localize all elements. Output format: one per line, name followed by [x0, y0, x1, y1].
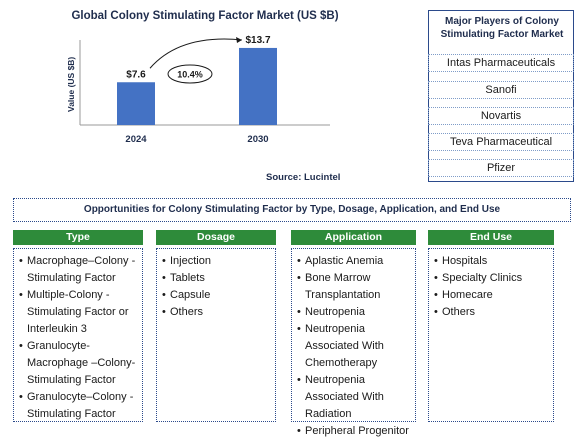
list-item: Injection — [162, 253, 271, 270]
player-item: Sanofi — [428, 81, 574, 99]
x-tick-label: 2024 — [125, 134, 147, 145]
x-tick-label: 2030 — [247, 134, 268, 145]
player-item: Novartis — [428, 107, 574, 125]
list-item: Macrophage–Colony -Stimulating Factor — [19, 253, 138, 287]
players-title: Major Players of Colony Stimulating Fact… — [440, 16, 564, 40]
opportunities-title: Opportunities for Colony Stimulating Fac… — [13, 198, 571, 222]
list-item: Tablets — [162, 270, 271, 287]
list-item: Neutropenia Associated With Chemotherapy — [297, 321, 411, 372]
cagr-ellipse — [167, 64, 213, 84]
list-item: Aplastic Anemia — [297, 253, 411, 270]
end-use-list: Hospitals Specialty Clinics Homecare Oth… — [428, 248, 554, 422]
list-item: Peripheral Progenitor Cell Transplantati… — [297, 423, 411, 438]
column-header-application: Application — [291, 230, 416, 245]
player-item: Teva Pharmaceutical — [428, 133, 574, 151]
market-chart: Global Colony Stimulating Factor Market … — [0, 0, 410, 190]
bar-2024 — [117, 82, 155, 125]
list-item: Neutropenia — [297, 304, 411, 321]
list-item: Multiple-Colony -Stimulating Factor or I… — [19, 287, 138, 338]
column-header-type: Type — [13, 230, 143, 245]
list-item: Capsule — [162, 287, 271, 304]
column-header-dosage: Dosage — [156, 230, 276, 245]
cagr-annotation: 10.4% — [149, 36, 243, 84]
cagr-arrow — [149, 38, 243, 69]
value-label: $13.7 — [245, 35, 270, 46]
type-list: Macrophage–Colony -Stimulating Factor Mu… — [13, 248, 143, 422]
player-item: Pfizer — [428, 159, 574, 177]
list-item: Bone Marrow Transplantation — [297, 270, 411, 304]
list-item: Others — [162, 304, 271, 321]
chart-title: Global Colony Stimulating Factor Market … — [71, 10, 339, 22]
player-item: Intas Pharmaceuticals — [428, 54, 574, 72]
list-item: Hospitals — [434, 253, 549, 270]
bar-2030 — [239, 47, 277, 125]
chart-plot: $7.6 2024 $13.7 2030 10.4% — [79, 35, 330, 145]
list-item: Homecare — [434, 287, 549, 304]
column-header-end-use: End Use — [428, 230, 554, 245]
cagr-arrowhead — [236, 36, 242, 43]
application-list: Aplastic Anemia Bone Marrow Transplantat… — [291, 248, 416, 438]
list-item: Granulocyte–Colony -Stimulating Factor — [19, 389, 138, 423]
list-item: Neutropenia Associated With Radiation — [297, 372, 411, 423]
chart-source: Source: Lucintel — [266, 172, 341, 183]
dosage-list: Injection Tablets Capsule Others — [156, 248, 276, 422]
value-label: $7.6 — [126, 69, 146, 80]
list-item: Others — [434, 304, 549, 321]
cagr-label: 10.4% — [177, 70, 203, 80]
list-item: Granulocyte-Macrophage –Colony-Stimulati… — [19, 338, 138, 389]
list-item: Specialty Clinics — [434, 270, 549, 287]
